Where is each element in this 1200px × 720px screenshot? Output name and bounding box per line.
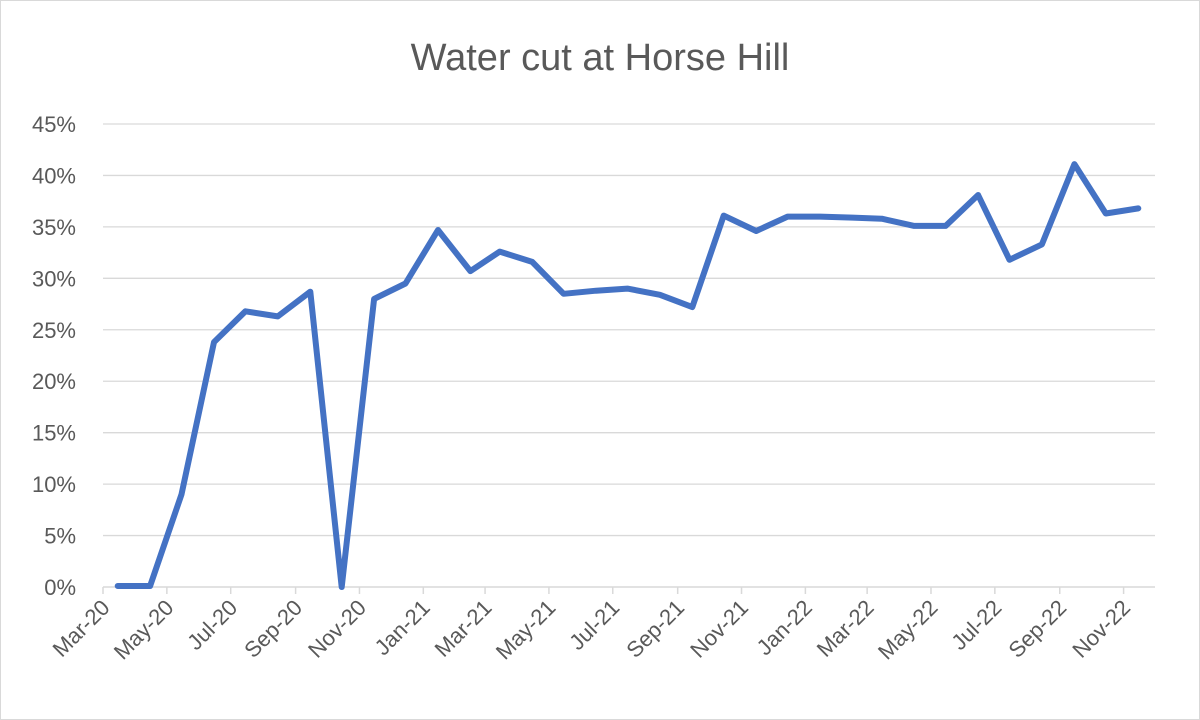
y-tick-label: 40% [32,163,76,188]
y-tick-label: 5% [44,524,76,549]
x-tick-label: Jan-22 [752,595,817,660]
y-tick-label: 20% [32,369,76,394]
x-tick-label: Sep-20 [239,595,307,663]
x-tick-label: Mar-21 [430,595,497,662]
x-tick-label: Jul-22 [946,595,1006,655]
x-tick-label: May-21 [491,595,561,665]
x-tick-label: Jul-21 [564,595,624,655]
y-tick-label: 10% [32,472,76,497]
x-tick-label: Nov-21 [685,595,753,663]
chart-title: Water cut at Horse Hill [411,37,790,79]
y-tick-label: 35% [32,215,76,240]
y-tick-label: 0% [44,575,76,600]
y-tick-label: 30% [32,266,76,291]
x-tick-label: Sep-22 [1003,595,1071,663]
y-tick-label: 25% [32,318,76,343]
y-tick-label: 45% [32,112,76,137]
x-tick-label: Jul-20 [182,595,242,655]
x-tick-label: Jan-21 [370,595,435,660]
x-tick-label: May-20 [109,595,179,665]
x-tick-label: Sep-21 [621,595,689,663]
y-tick-label: 15% [32,421,76,446]
x-tick-label: Nov-20 [303,595,371,663]
x-tick-label: May-22 [873,595,943,665]
x-tick-label: Mar-22 [812,595,879,662]
x-tick-label: Mar-20 [48,595,115,662]
x-tick-label: Nov-22 [1067,595,1135,663]
